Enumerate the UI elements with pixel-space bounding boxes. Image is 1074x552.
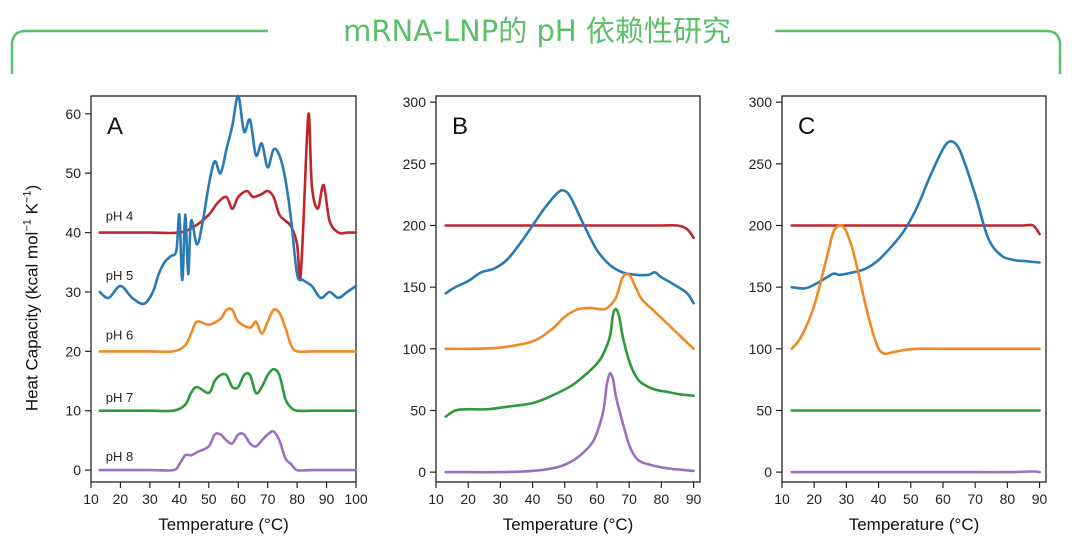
x-tick-label-c: 60: [935, 491, 951, 507]
x-tick-label-c: 80: [1000, 491, 1016, 507]
x-tick-label-c: 20: [806, 491, 822, 507]
y-tick-label-a: 60: [65, 106, 81, 122]
series-label-a-ph5: pH 5: [106, 268, 133, 283]
x-tick-label-a: 30: [142, 491, 158, 507]
y-tick-label-c: 200: [749, 217, 773, 233]
title-bracket-right: [775, 29, 1062, 74]
y-tick-label-c: 100: [749, 341, 773, 357]
series-line-a-ph4: [98, 112, 358, 282]
y-tick-label-c: 300: [749, 94, 773, 110]
series-label-a-ph8: pH 8: [106, 449, 133, 464]
x-axis-title-a: Temperature (°C): [158, 515, 289, 534]
y-tick-label-a: 50: [65, 165, 81, 181]
title-bracket: [10, 29, 1062, 74]
y-tick-label-b: 50: [410, 402, 426, 418]
series-line-a-ph6: [98, 307, 358, 354]
y-tick-label-a: 40: [65, 225, 81, 241]
x-axis-title-c: Temperature (°C): [849, 515, 980, 534]
series-line-a-ph7: [98, 367, 358, 413]
x-tick-label-b: 10: [428, 491, 444, 507]
x-tick-label-a: 90: [319, 491, 335, 507]
series-line-a-ph5: [98, 94, 358, 306]
x-tick-label-b: 30: [493, 491, 509, 507]
x-tick-label-b: 50: [557, 491, 573, 507]
panel-label-b: B: [452, 113, 468, 140]
y-tick-label-b: 0: [418, 464, 426, 480]
x-tick-label-b: 20: [460, 491, 476, 507]
panel-label-a: A: [107, 113, 123, 140]
series-line-b-ph6: [444, 272, 695, 351]
series-line-b-ph7: [444, 307, 695, 418]
x-tick-label-b: 40: [525, 491, 541, 507]
y-tick-label-b: 100: [403, 341, 427, 357]
x-tick-label-a: 70: [260, 491, 276, 507]
y-tick-label-b: 200: [403, 217, 427, 233]
x-tick-label-b: 70: [621, 491, 637, 507]
series-line-b-ph8: [444, 371, 695, 474]
y-tick-label-c: 250: [749, 156, 773, 172]
panel-label-c: C: [798, 113, 815, 140]
x-tick-label-c: 70: [967, 491, 983, 507]
y-tick-label-c: 0: [764, 464, 772, 480]
series-line-a-ph8: [98, 429, 358, 472]
x-tick-label-a: 50: [201, 491, 217, 507]
x-tick-label-a: 20: [113, 491, 129, 507]
y-tick-label-a: 10: [65, 403, 81, 419]
y-tick-label-c: 50: [756, 402, 772, 418]
y-tick-label-b: 150: [403, 279, 427, 295]
x-tick-label-c: 90: [1032, 491, 1048, 507]
series-line-c-ph6: [790, 223, 1041, 356]
x-tick-label-b: 90: [686, 491, 702, 507]
x-tick-label-c: 10: [774, 491, 790, 507]
x-tick-label-b: 60: [589, 491, 605, 507]
y-tick-label-a: 20: [65, 343, 81, 359]
y-tick-label-b: 250: [403, 156, 427, 172]
plot-frame-b: [435, 95, 701, 483]
y-tick-label-a: 30: [65, 284, 81, 300]
x-tick-label-c: 50: [903, 491, 919, 507]
x-tick-label-a: 80: [289, 491, 305, 507]
y-tick-label-a: 0: [73, 462, 81, 478]
series-label-a-ph6: pH 6: [106, 327, 133, 342]
x-tick-label-c: 40: [871, 491, 887, 507]
plot-frame-c: [781, 95, 1047, 483]
x-tick-label-a: 60: [230, 491, 246, 507]
x-tick-label-b: 80: [654, 491, 670, 507]
y-tick-label-c: 150: [749, 279, 773, 295]
y-tick-label-b: 300: [403, 94, 427, 110]
x-tick-label-a: 10: [83, 491, 99, 507]
page-title: mRNA-LNP的 pH 依赖性研究: [343, 14, 731, 48]
series-line-c-ph5: [790, 140, 1041, 290]
series-line-b-ph4: [444, 223, 695, 240]
series-line-b-ph5: [444, 188, 695, 305]
series-label-a-ph4: pH 4: [106, 209, 133, 224]
title-bracket-left: [10, 29, 268, 74]
plot-frame-a: [90, 95, 357, 483]
x-axis-title-b: Temperature (°C): [503, 515, 634, 534]
x-tick-label-a: 40: [172, 491, 188, 507]
x-tick-label-c: 30: [839, 491, 855, 507]
series-line-c-ph4: [790, 223, 1041, 236]
x-tick-label-a: 100: [344, 491, 368, 507]
series-line-c-ph8: [790, 470, 1041, 474]
series-label-a-ph7: pH 7: [106, 390, 133, 405]
